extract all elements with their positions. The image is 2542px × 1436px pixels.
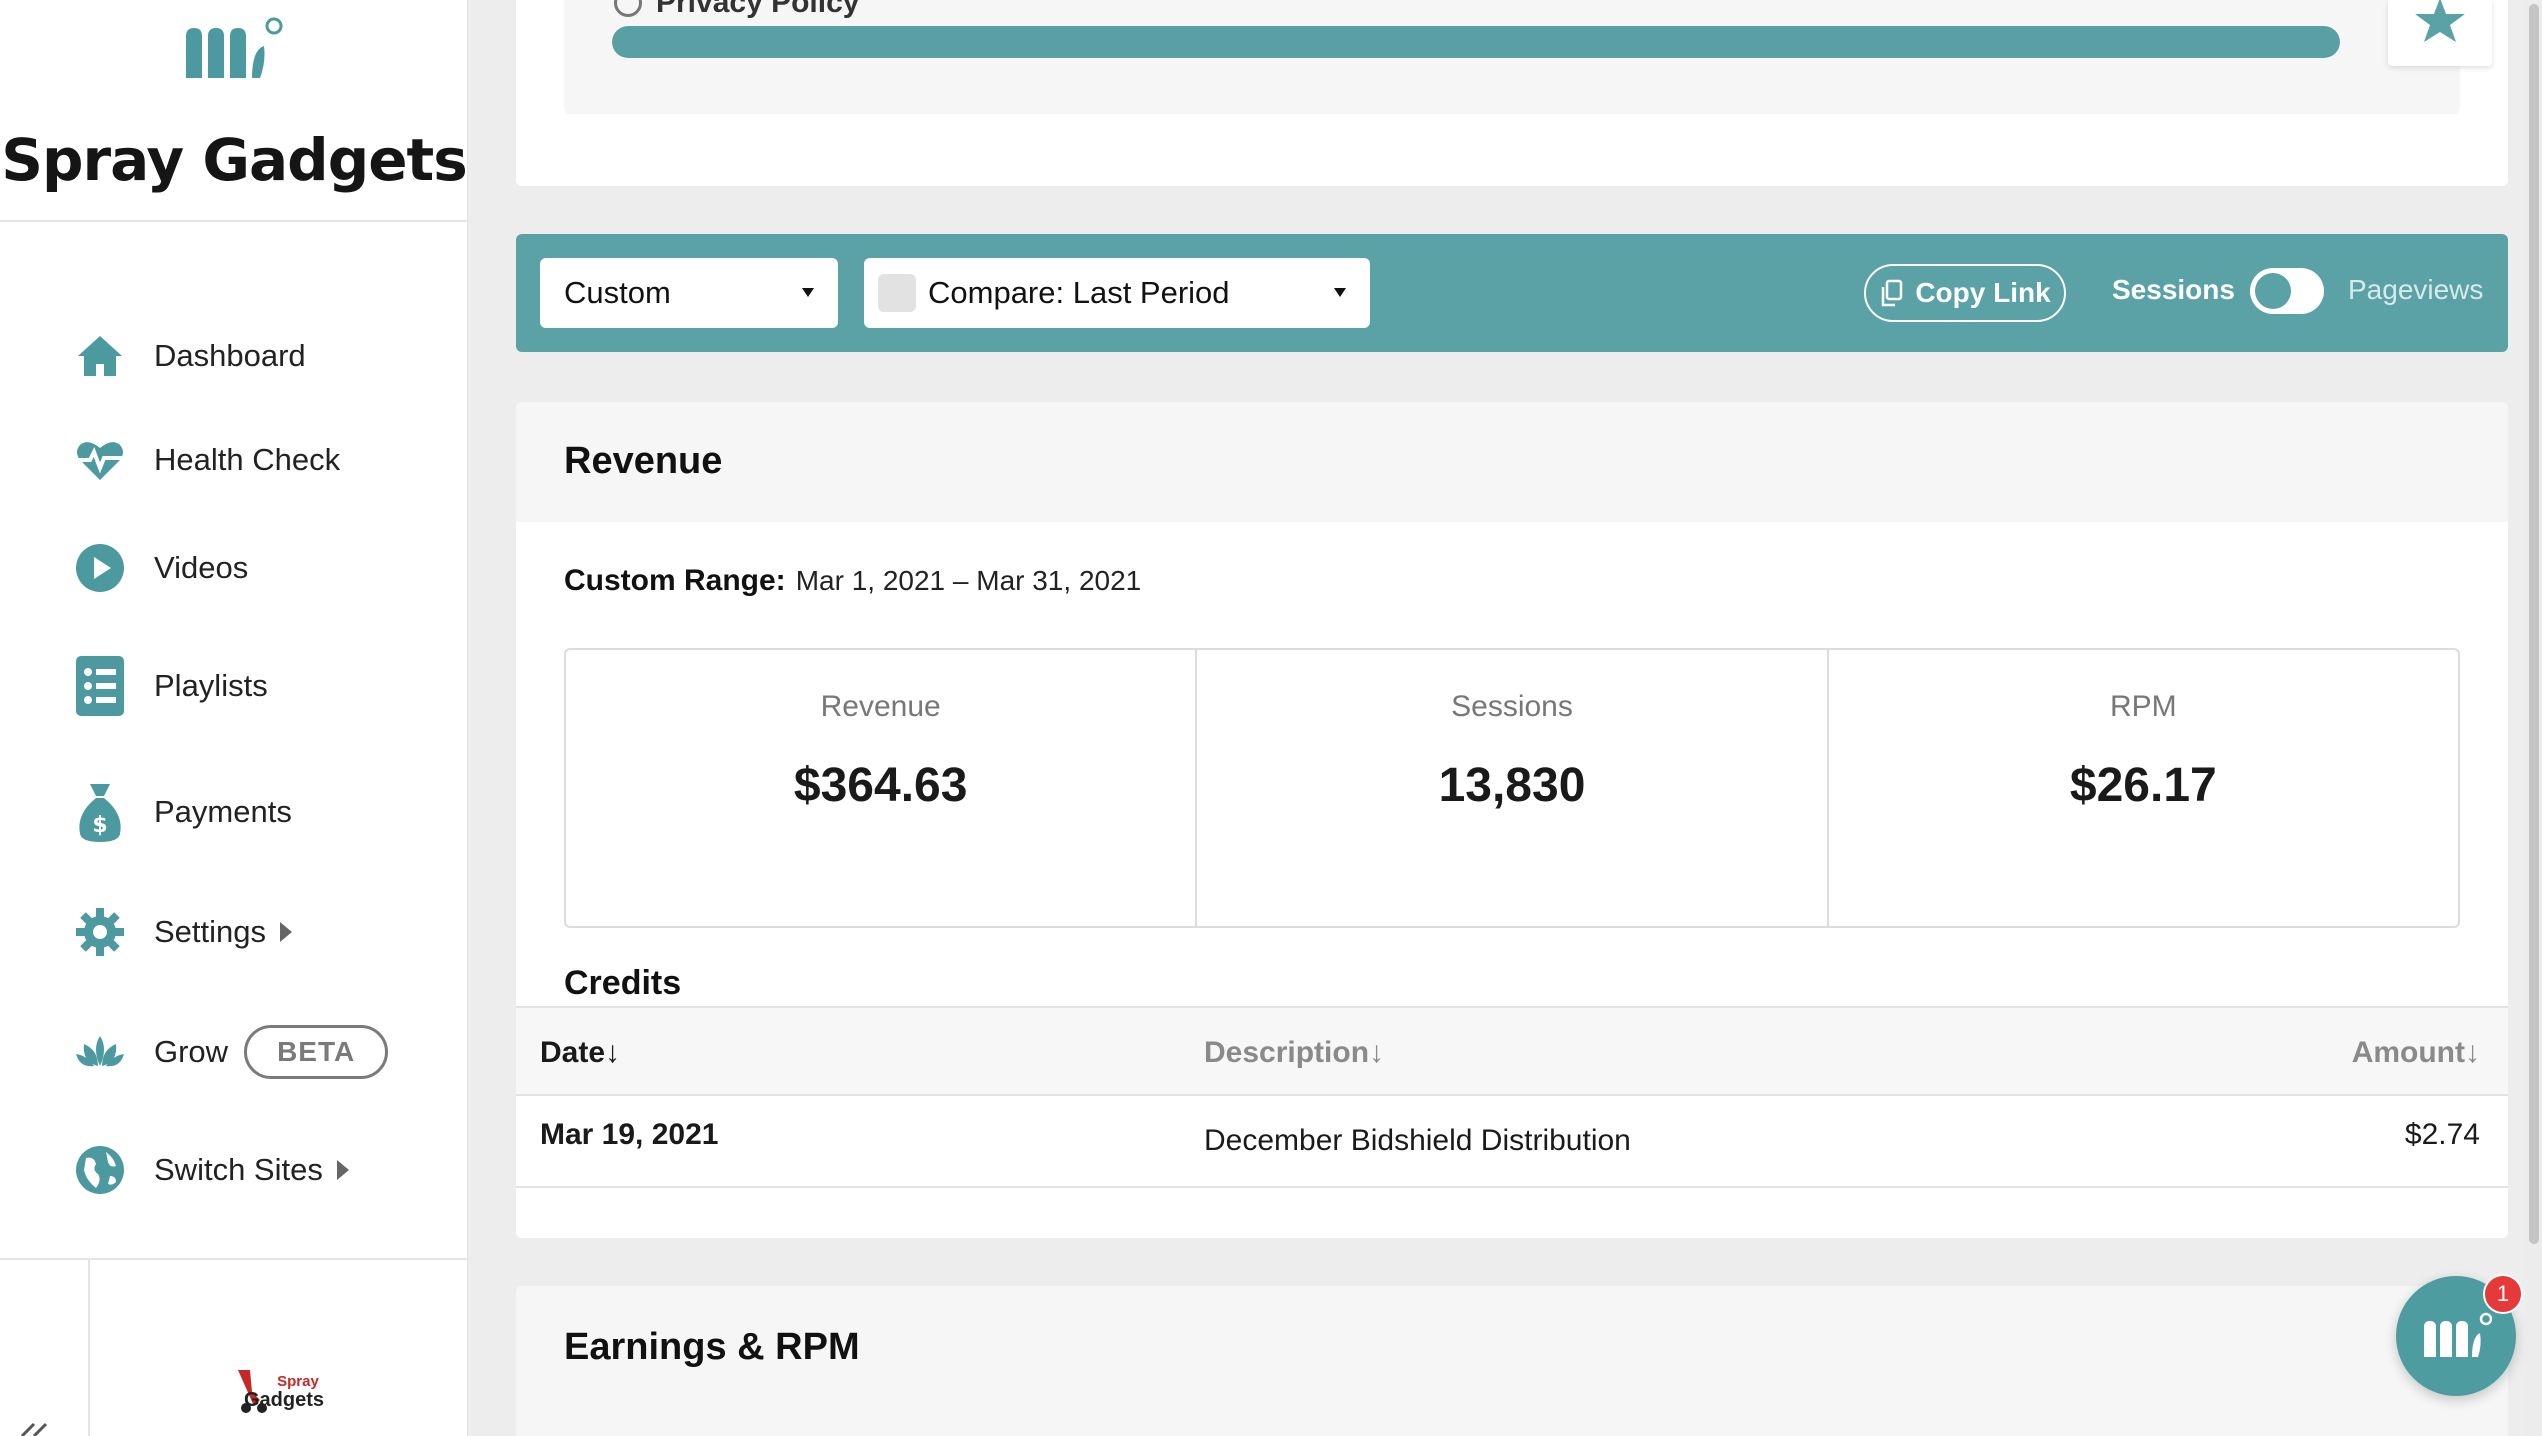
gear-icon xyxy=(72,904,128,960)
beta-badge: BETA xyxy=(244,1025,389,1079)
sessions-label: Sessions xyxy=(2112,274,2235,305)
stat-rpm: RPM $26.17 xyxy=(1829,650,2458,926)
sidebar-item-label: Health Check xyxy=(154,442,341,477)
revenue-card-header: Revenue xyxy=(516,402,2508,522)
notification-badge: 1 xyxy=(2483,1274,2523,1314)
sidebar-item-payments[interactable]: $ Payments xyxy=(72,780,292,844)
svg-text:$: $ xyxy=(92,813,107,838)
stat-value: $364.63 xyxy=(793,759,968,812)
scrollbar-thumb[interactable] xyxy=(2529,4,2539,1244)
revenue-title: Revenue xyxy=(564,440,723,482)
svg-text:Gadgets: Gadgets xyxy=(244,1389,324,1411)
custom-range: Custom Range: Mar 1, 2021 – Mar 31, 2021 xyxy=(564,564,1141,598)
collapse-sidebar-icon[interactable] xyxy=(20,1414,64,1436)
svg-text:Spray: Spray xyxy=(277,1373,319,1390)
money-bag-icon: $ xyxy=(72,784,128,842)
sidebar-item-settings[interactable]: Settings xyxy=(72,900,293,964)
sidebar-item-label: Videos xyxy=(154,550,249,585)
sidebar-item-label: Dashboard xyxy=(154,338,306,373)
earnings-title: Earnings & RPM xyxy=(564,1326,860,1368)
copy-link-label: Copy Link xyxy=(1915,277,2051,308)
credits-title: Credits xyxy=(564,964,682,1002)
favorite-button[interactable] xyxy=(2388,0,2492,66)
brand-header: Spray Gadgets xyxy=(0,0,468,222)
revenue-stats: Revenue $364.63 Sessions 13,830 RPM $26.… xyxy=(564,648,2460,928)
stat-revenue: Revenue $364.63 xyxy=(566,650,1198,926)
play-circle-icon xyxy=(72,540,128,596)
column-header-description[interactable]: Description↓ xyxy=(1204,1036,1385,1069)
caret-down-icon xyxy=(802,288,814,297)
sidebar-item-label: Payments xyxy=(154,794,292,829)
custom-range-value: Mar 1, 2021 – Mar 31, 2021 xyxy=(795,565,1142,596)
site-thumbnail-logo[interactable]: Spray Gadgets xyxy=(232,1362,328,1416)
stat-value: 13,830 xyxy=(1438,759,1586,812)
pageviews-label: Pageviews xyxy=(2348,274,2484,305)
sidebar-item-label: Playlists xyxy=(154,668,268,703)
caret-down-icon xyxy=(1334,288,1346,297)
mediavine-logo-icon[interactable] xyxy=(178,14,284,86)
site-name: Spray Gadgets xyxy=(1,126,468,194)
sidebar-item-playlists[interactable]: Playlists xyxy=(72,654,268,718)
sidebar-item-videos[interactable]: Videos xyxy=(72,536,248,600)
caret-right-icon xyxy=(336,1160,349,1180)
policy-item: Privacy Policy xyxy=(614,0,859,20)
stat-label: Sessions xyxy=(1451,690,1573,723)
star-icon xyxy=(2415,0,2465,42)
stat-label: RPM xyxy=(2109,690,2177,723)
divider xyxy=(88,1260,90,1436)
column-header-date[interactable]: Date↓ xyxy=(540,1036,621,1069)
policy-progress-bar xyxy=(612,26,2340,58)
revenue-card: Revenue Custom Range: Mar 1, 2021 – Mar 3… xyxy=(516,402,2508,1238)
policy-label: Privacy Policy xyxy=(656,0,860,19)
copy-icon xyxy=(1882,279,1903,307)
sidebar-item-label: Grow xyxy=(154,1034,229,1069)
sidebar-item-dashboard[interactable]: Dashboard xyxy=(72,324,306,388)
sidebar-footer xyxy=(0,1258,468,1436)
lotus-icon xyxy=(72,1024,128,1080)
column-header-amount[interactable]: Amount↓ xyxy=(2351,1036,2480,1069)
progress-fill xyxy=(612,26,2340,58)
stat-sessions: Sessions 13,830 xyxy=(1197,650,1829,926)
credits-table: Date↓ Description↓ Amount↓ Mar 19, 2021 … xyxy=(516,1006,2508,1188)
sidebar-item-grow[interactable]: Grow BETA xyxy=(72,1020,389,1084)
date-range-value: Custom xyxy=(564,275,671,310)
compare-checkbox[interactable] xyxy=(878,274,916,312)
report-filter-bar: Custom Compare: Last Period Copy Link Se… xyxy=(516,234,2508,352)
credit-amount: $2.74 xyxy=(2404,1118,2480,1151)
table-header: Date↓ Description↓ Amount↓ xyxy=(516,1006,2508,1096)
table-row: Mar 19, 2021 December Bidshield Distribu… xyxy=(516,1096,2508,1188)
compare-select[interactable]: Compare: Last Period xyxy=(864,258,1370,328)
list-icon xyxy=(72,656,128,716)
stat-label: Revenue xyxy=(820,690,941,723)
earnings-rpm-card: Earnings & RPM xyxy=(516,1286,2508,1436)
toggle-knob xyxy=(2255,273,2291,309)
sessions-pageviews-toggle[interactable] xyxy=(2250,268,2324,314)
custom-range-label: Custom Range: xyxy=(564,564,786,597)
compare-value: Compare: Last Period xyxy=(928,275,1230,310)
sidebar-item-health-check[interactable]: Health Check xyxy=(72,428,340,492)
stat-value: $26.17 xyxy=(2069,759,2217,812)
credit-date: Mar 19, 2021 xyxy=(540,1118,719,1151)
home-icon xyxy=(72,328,128,384)
globe-icon xyxy=(72,1142,128,1198)
copy-link-button[interactable]: Copy Link xyxy=(1864,264,2066,322)
credit-description: December Bidshield Distribution xyxy=(1204,1124,1631,1157)
heartbeat-icon xyxy=(72,432,128,488)
sidebar-item-label: Settings xyxy=(154,914,267,949)
chat-launcher-button[interactable] xyxy=(2396,1276,2516,1396)
sidebar: Spray Gadgets Dashboard Health Check Vid… xyxy=(0,0,468,1436)
mediavine-chat-icon xyxy=(2424,1312,2492,1357)
caret-right-icon xyxy=(280,922,293,942)
circle-check-icon xyxy=(614,0,642,17)
sidebar-item-label: Switch Sites xyxy=(154,1152,323,1187)
sidebar-item-switch-sites[interactable]: Switch Sites xyxy=(72,1138,349,1202)
date-range-select[interactable]: Custom xyxy=(540,258,838,328)
